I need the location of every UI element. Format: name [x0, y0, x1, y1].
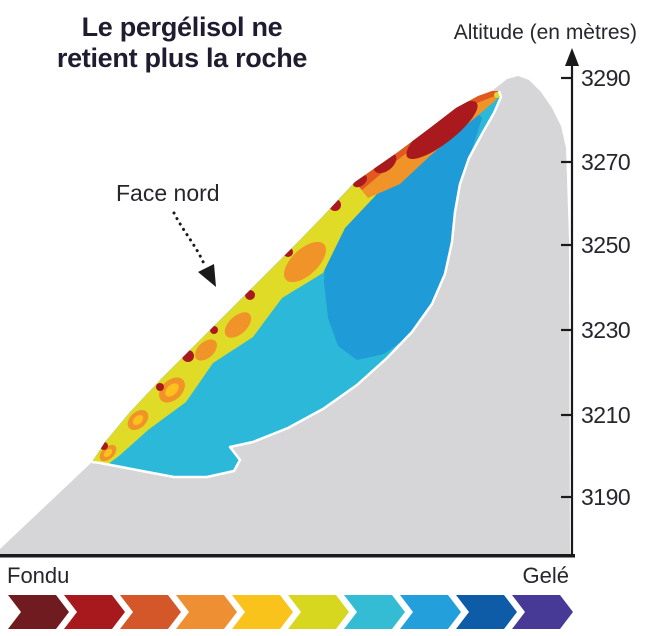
legend-chevron-9 — [456, 595, 517, 629]
legend-chevron-8 — [400, 595, 461, 629]
legend-chevron-2 — [64, 595, 125, 629]
legend-frozen-label: Gelé — [522, 563, 569, 588]
red-hot-spot — [156, 383, 164, 391]
legend-melted-label: Fondu — [7, 563, 70, 588]
tick-label: 3210 — [581, 402, 630, 428]
tick-label: 3190 — [581, 484, 630, 510]
face-nord-label: Face nord — [116, 180, 220, 206]
amber-core — [132, 414, 144, 426]
orange-core — [224, 312, 252, 338]
face-nord-arrowhead-icon — [198, 264, 216, 287]
amber-core — [103, 448, 113, 458]
red-hot-spot — [283, 247, 293, 257]
legend-chevron-6 — [288, 595, 349, 629]
red-hot-spot — [100, 442, 108, 450]
red-hot-spot — [245, 290, 255, 300]
yellow-tip-spot — [494, 92, 500, 98]
tick-label: 3230 — [581, 317, 630, 343]
altitude-axis: 3290 3270 3250 3230 3210 3190 — [561, 48, 631, 556]
red-hot-spot — [217, 292, 225, 300]
ground-baseline — [0, 554, 575, 558]
dark-red-blob — [406, 101, 478, 159]
page-title: Le pergélisol ne retient plus la roche — [6, 12, 358, 74]
red-hot-spot — [182, 350, 194, 362]
legend-chevron-5 — [232, 595, 293, 629]
legend-chevron-10 — [512, 595, 573, 629]
legend-chevron-7 — [344, 595, 405, 629]
tick-label: 3270 — [581, 149, 630, 175]
altitude-axis-label: Altitude (en mètres) — [453, 21, 637, 44]
red-hot-spot — [329, 199, 341, 211]
face-nord-arrow-curve — [172, 211, 206, 266]
axis-arrowhead-icon — [565, 48, 579, 66]
blue-cold-spot — [211, 299, 219, 307]
band-inner-boundary — [91, 90, 503, 479]
orange-core — [195, 339, 217, 361]
tick-label: 3290 — [581, 65, 630, 91]
title-line-1: Le pergélisol ne — [81, 12, 283, 42]
color-scale-legend — [8, 595, 573, 629]
title-line-2: retient plus la roche — [56, 42, 308, 73]
legend-chevron-4 — [176, 595, 237, 629]
tick-label: 3250 — [581, 232, 630, 258]
amber-core — [165, 383, 179, 397]
orange-core — [284, 241, 326, 283]
face-nord-arrow — [172, 211, 216, 287]
red-hot-spot — [210, 326, 218, 334]
legend-chevron-3 — [120, 595, 181, 629]
legend-chevron-1 — [8, 595, 69, 629]
